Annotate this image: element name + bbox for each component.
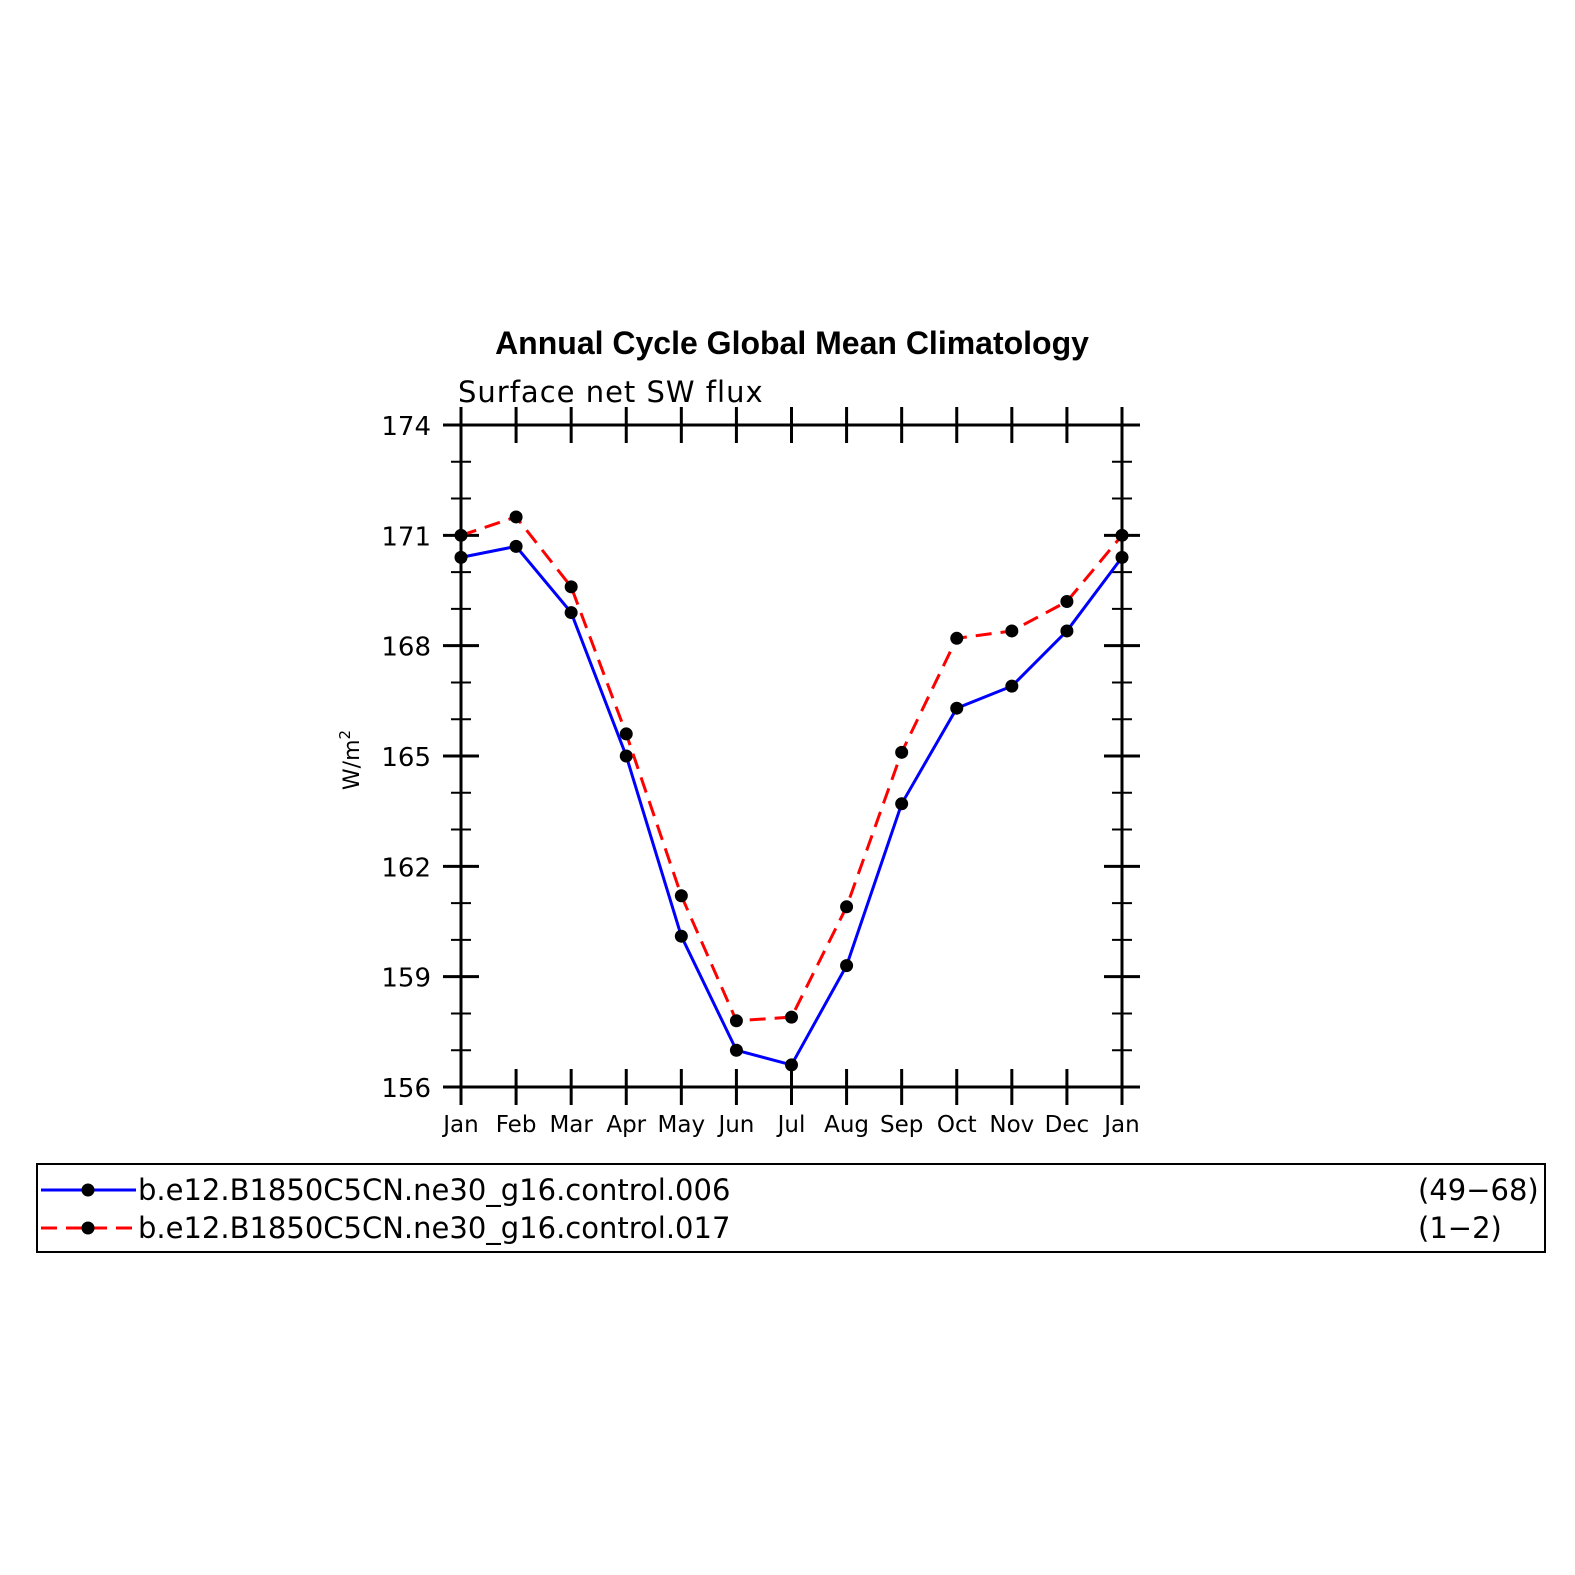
legend: b.e12.B1850C5CN.ne30_g16.control.006 (49−… <box>41 1173 1539 1245</box>
data-point <box>674 889 688 903</box>
legend-label: b.e12.B1850C5CN.ne30_g16.control.017 <box>138 1211 730 1245</box>
x-tick-label: Jul <box>776 1112 806 1138</box>
x-tick-label: Jun <box>716 1112 754 1138</box>
chart-subtitle: Surface net SW flux <box>458 375 764 409</box>
x-tick-label: Jan <box>441 1112 478 1138</box>
y-tick-label: 159 <box>381 964 431 994</box>
y-tick-label: 165 <box>381 743 431 773</box>
legend-years: (1−2) <box>1418 1211 1502 1245</box>
y-axis-label-text: W/m <box>340 739 365 790</box>
axis-ticks <box>443 407 1140 1105</box>
data-series <box>454 510 1129 1072</box>
data-point <box>729 1014 743 1028</box>
data-point <box>619 727 633 741</box>
x-tick-labels: Jan Feb Mar Apr May Jun Jul Aug Sep Oct Nov Dec Jan <box>441 1112 1139 1138</box>
data-point <box>785 1010 798 1024</box>
data-point <box>1005 679 1019 693</box>
x-tick-label: Jan <box>1102 1112 1139 1138</box>
data-point <box>895 745 909 759</box>
data-point <box>840 959 854 973</box>
data-point <box>619 749 633 763</box>
legend-marker <box>81 1183 95 1197</box>
y-tick-label: 168 <box>381 633 431 663</box>
data-point <box>1115 528 1129 542</box>
data-point <box>674 929 688 943</box>
data-point <box>1060 595 1074 609</box>
data-point <box>950 701 964 715</box>
x-tick-label: Oct <box>937 1112 977 1138</box>
data-point <box>950 631 964 645</box>
data-point <box>840 900 854 914</box>
svg-text:W/m2: W/m2 <box>336 730 365 790</box>
y-tick-label: 174 <box>381 412 431 442</box>
data-point <box>1005 624 1019 638</box>
x-tick-label: May <box>658 1112 706 1138</box>
series-line <box>460 544 1124 1067</box>
x-tick-label: Feb <box>496 1112 537 1138</box>
data-point <box>454 528 468 542</box>
y-tick-label: 162 <box>381 853 431 883</box>
chart-title: Annual Cycle Global Mean Climatology <box>495 325 1089 361</box>
x-tick-label: Mar <box>549 1112 593 1138</box>
legend-marker <box>81 1221 95 1235</box>
data-point <box>729 1043 743 1057</box>
data-point <box>509 539 523 553</box>
data-point <box>1115 550 1129 564</box>
x-tick-label: Sep <box>880 1112 923 1138</box>
legend-years: (49−68) <box>1418 1173 1539 1207</box>
plot-frame <box>459 423 1124 1089</box>
y-axis-label-superscript: 2 <box>336 730 354 740</box>
data-point <box>454 550 468 564</box>
data-point <box>1060 624 1074 638</box>
legend-label: b.e12.B1850C5CN.ne30_g16.control.006 <box>138 1173 730 1207</box>
series-line <box>460 515 1124 1023</box>
data-point <box>785 1058 798 1072</box>
y-tick-labels: 156 159 162 165 168 171 174 <box>381 412 431 1104</box>
x-tick-label: Nov <box>989 1112 1034 1138</box>
y-tick-label: 156 <box>381 1074 431 1104</box>
data-point <box>895 797 909 811</box>
legend-box <box>36 1163 1546 1253</box>
x-tick-label: Dec <box>1045 1112 1090 1138</box>
data-point <box>564 580 578 594</box>
data-point <box>564 606 578 620</box>
y-tick-label: 171 <box>381 522 431 552</box>
data-point <box>509 510 523 524</box>
x-tick-label: Aug <box>824 1112 869 1138</box>
x-tick-label: Apr <box>606 1112 646 1138</box>
y-axis-label: W/m2 <box>336 730 365 790</box>
